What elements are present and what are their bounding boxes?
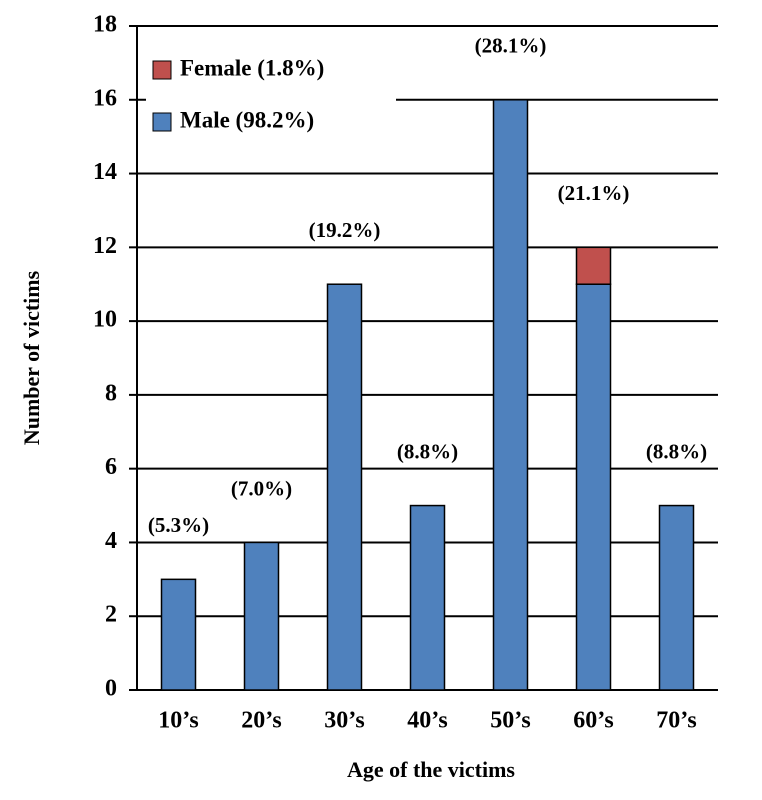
y-tick-label: 14 xyxy=(93,159,117,185)
bar-segment xyxy=(492,99,529,691)
percent-label: (28.1%) xyxy=(475,34,547,58)
percent-label: (21.1%) xyxy=(558,181,630,205)
bar-segment xyxy=(160,578,197,691)
legend-swatch xyxy=(152,60,172,80)
x-tick-label: 20’s xyxy=(241,708,281,734)
percent-label: (8.8%) xyxy=(397,439,458,463)
bar-segment xyxy=(658,504,695,691)
x-tick-label: 60’s xyxy=(573,708,613,734)
bar-segment xyxy=(243,541,280,691)
x-axis-title: Age of the victims xyxy=(347,757,515,782)
legend-swatch xyxy=(152,112,172,132)
x-tick-label: 70’s xyxy=(656,708,696,734)
y-tick-label: 16 xyxy=(93,85,117,111)
legend-box xyxy=(146,50,396,142)
y-tick-label: 6 xyxy=(105,454,117,480)
y-tick-label: 18 xyxy=(93,12,117,38)
y-tick-label: 0 xyxy=(105,676,117,702)
bar-segment xyxy=(575,283,612,691)
percent-label: (5.3%) xyxy=(148,513,209,537)
legend-label: Female (1.8%) xyxy=(180,55,324,80)
x-tick-label: 10’s xyxy=(158,708,198,734)
bar-segment xyxy=(409,504,446,691)
percent-label: (19.2%) xyxy=(309,218,381,242)
x-tick-label: 30’s xyxy=(324,708,364,734)
y-tick-label: 10 xyxy=(93,307,117,333)
y-tick-label: 12 xyxy=(93,233,117,259)
y-axis-title: Number of victims xyxy=(19,270,44,445)
y-tick-label: 8 xyxy=(105,380,117,406)
percent-label: (7.0%) xyxy=(231,476,292,500)
y-tick-label: 4 xyxy=(105,528,117,554)
legend-label: Male (98.2%) xyxy=(180,107,314,132)
y-tick-label: 2 xyxy=(105,602,117,628)
x-tick-label: 40’s xyxy=(407,708,447,734)
x-tick-label: 50’s xyxy=(490,708,530,734)
bar-segment xyxy=(326,283,363,691)
percent-label: (8.8%) xyxy=(646,439,707,463)
bar-segment xyxy=(575,246,612,285)
